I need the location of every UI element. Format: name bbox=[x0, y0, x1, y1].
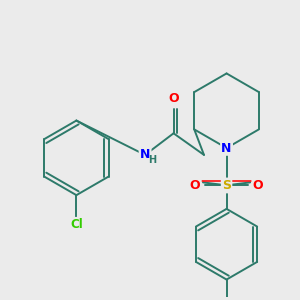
Text: O: O bbox=[190, 179, 200, 192]
Text: S: S bbox=[222, 179, 231, 192]
Text: Cl: Cl bbox=[70, 218, 83, 231]
Text: O: O bbox=[168, 92, 179, 106]
Text: N: N bbox=[221, 142, 232, 154]
Text: O: O bbox=[253, 179, 263, 192]
Text: H: H bbox=[148, 155, 156, 165]
Text: N: N bbox=[140, 148, 150, 161]
